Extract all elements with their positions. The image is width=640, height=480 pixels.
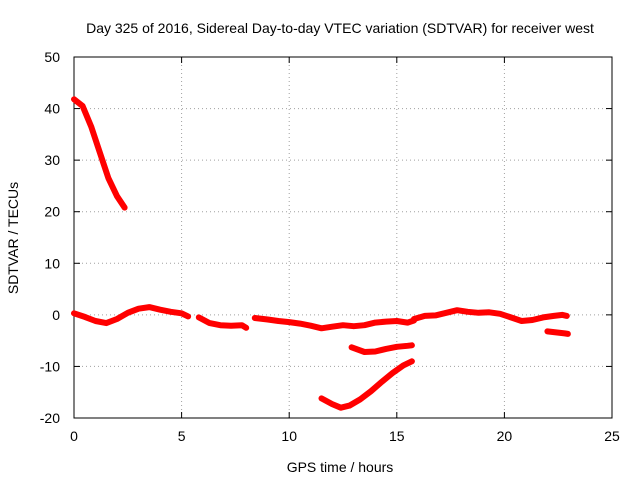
series-track-8 [544,328,571,337]
series-track-1 [71,96,128,211]
series-layer [71,96,571,411]
series-track-7 [411,307,570,324]
series-track-5 [348,342,415,355]
grid [74,57,612,418]
y-tick-label: 50 [44,49,60,65]
tick-labels: 0 5 10 15 20 25 -20 -10 0 10 20 30 40 50 [40,49,620,444]
y-tick-label: 0 [52,307,60,323]
x-tick-label: 25 [604,428,620,444]
chart-title: Day 325 of 2016, Sidereal Day-to-day VTE… [86,20,594,36]
y-tick-label: 20 [44,204,60,220]
y-tick-label: 30 [44,152,60,168]
x-tick-label: 10 [281,428,297,444]
x-tick-label: 20 [497,428,513,444]
y-tick-label: 10 [44,255,60,271]
x-tick-label: 0 [70,428,78,444]
x-tick-label: 15 [389,428,405,444]
x-axis-label: GPS time / hours [287,459,394,475]
series-track-6 [318,358,415,411]
x-tick-label: 5 [178,428,186,444]
series-track-3 [195,314,250,331]
y-tick-label: -20 [40,410,60,426]
plot-frame [73,56,613,419]
series-track-2 [71,304,192,327]
y-tick-label: -10 [40,358,60,374]
ticks [73,56,613,419]
series-track-4 [251,315,417,332]
y-tick-label: 40 [44,101,60,117]
y-axis-label: SDTVAR / TECUs [5,182,21,294]
